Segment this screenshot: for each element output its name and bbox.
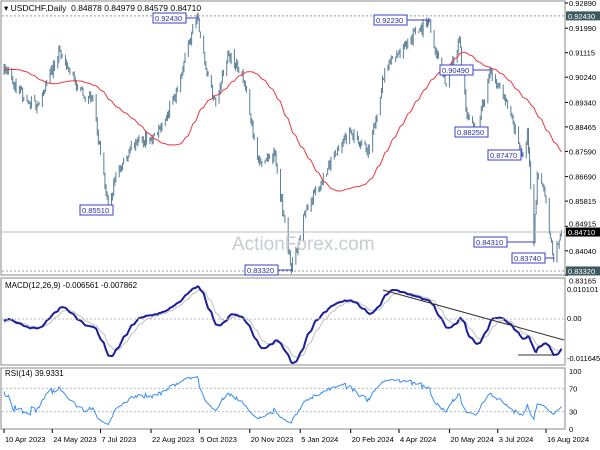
- y-tick-label: 0.84040: [569, 247, 596, 256]
- y-tick-label: 0.88465: [569, 123, 596, 132]
- ohlc-values: 0.84878 0.84979 0.84579 0.84710: [71, 3, 202, 13]
- annotation-leader: [407, 19, 430, 22]
- rsi-title: RSI(14) 39.9331: [5, 369, 64, 378]
- current-price-label: 0.84710: [568, 228, 595, 237]
- x-tick-label: 22 Aug 2023: [152, 435, 194, 444]
- annotation-label: 0.90490: [442, 66, 469, 75]
- rsi-tick-label: 70: [569, 384, 577, 393]
- annotation-box: [487, 149, 522, 161]
- x-tick-label: 24 May 2023: [53, 435, 96, 444]
- x-tick-label: 20 Feb 2024: [352, 435, 394, 444]
- x-tick-label: 16 Aug 2024: [547, 435, 589, 444]
- macd-tick-label: 0.010101: [567, 285, 598, 294]
- annotation-label: 0.83740: [514, 254, 541, 263]
- y-tick-label: 0.91115: [569, 49, 595, 58]
- annotation-box: [473, 236, 508, 248]
- annotation-box: [79, 204, 114, 216]
- annotation-box: [244, 264, 279, 276]
- y-tick-label: 0.90240: [569, 73, 596, 82]
- annotation-label: 0.85510: [82, 206, 109, 215]
- annotation-box: [152, 12, 187, 24]
- annotation-label: 0.92230: [376, 16, 403, 25]
- annotation-leader: [545, 257, 555, 260]
- annotation-box: [439, 64, 474, 76]
- y-tick-label: 0.91990: [569, 24, 596, 33]
- annotation-box: [511, 252, 546, 264]
- annotation-label: 0.83320: [247, 266, 274, 275]
- price-panel: [0, 0, 566, 276]
- annotation-label: 0.92430: [155, 14, 182, 23]
- rsi-line: [3, 375, 562, 426]
- macd-tick-label: -0.011645: [567, 354, 600, 363]
- macd-signal-line: [3, 289, 562, 359]
- x-tick-label: 20 Nov 2023: [251, 435, 294, 444]
- x-tick-label: 7 Jul 2023: [102, 435, 137, 444]
- macd-trendline: [382, 289, 565, 341]
- current-price-tag: [566, 227, 600, 237]
- x-tick-label: 10 Apr 2023: [5, 435, 45, 444]
- rsi-tick-label: 100: [569, 367, 582, 376]
- price-tag-label: 0.83320: [568, 267, 595, 276]
- annotation-leader: [186, 15, 198, 19]
- annotation-label: 0.87470: [490, 151, 517, 160]
- rsi-panel: [0, 367, 566, 430]
- watermark: ActionForex.com: [232, 234, 375, 255]
- price-tag-label: 0.92430: [568, 12, 595, 21]
- y-tick-label: 0.92890: [569, 0, 596, 8]
- annotation-leader: [507, 241, 535, 244]
- macd-tick-label: 0.00: [567, 314, 582, 323]
- annotation-label: 0.84310: [476, 238, 503, 247]
- symbol-name: USDCHF,Daily: [10, 3, 67, 13]
- y-tick-label: 0.87590: [569, 147, 596, 156]
- rsi-tick-label: 30: [569, 408, 577, 417]
- price-tag: [566, 11, 600, 21]
- macd-panel: [0, 277, 566, 366]
- macd-series: [3, 285, 563, 364]
- y-tick-label: 0.85815: [569, 197, 596, 206]
- x-tick-label: 3 Jul 2024: [499, 435, 534, 444]
- y-tick-label: 0.89340: [569, 98, 596, 107]
- annotation-box: [454, 126, 489, 138]
- annotation-leader: [278, 269, 292, 271]
- macd-line: [3, 285, 563, 364]
- annotation-box: [373, 14, 408, 26]
- y-tick-label: 0.86690: [569, 173, 596, 182]
- symbol-header: ▾ USDCHF,Daily 0.84878 0.84979 0.84579 0…: [4, 3, 202, 13]
- price-tag: [566, 266, 600, 276]
- x-tick-label: 5 Jan 2024: [301, 435, 338, 444]
- y-tick-label: 0.83165: [569, 276, 596, 285]
- price-series: [3, 12, 562, 274]
- macd-title: MACD(12,26,9) -0.006561 -0.007862: [5, 281, 138, 290]
- annotation-label: 0.88250: [457, 128, 484, 137]
- rsi-tick-label: 0: [569, 425, 573, 434]
- x-tick-label: 4 Apr 2024: [400, 435, 436, 444]
- x-tick-label: 5 Oct 2023: [200, 435, 237, 444]
- y-tick-label: 0.84915: [569, 220, 596, 229]
- x-tick-label: 20 May 2024: [450, 435, 493, 444]
- moving-average-line: [3, 51, 562, 192]
